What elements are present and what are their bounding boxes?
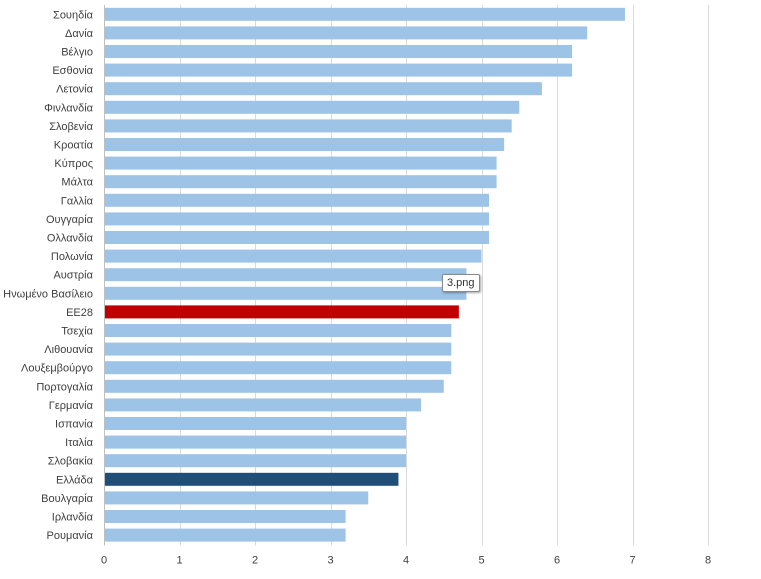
category-label: Μάλτα — [61, 177, 93, 189]
x-tick-label: 6 — [554, 554, 560, 566]
bar-23 — [105, 417, 406, 430]
category-label: Ιρλανδία — [52, 512, 94, 524]
bar-25 — [105, 454, 406, 468]
category-label: Ισπανία — [55, 419, 94, 431]
x-tick-label: 4 — [403, 554, 409, 566]
bar-6 — [105, 100, 520, 114]
bar-24 — [105, 435, 406, 449]
category-label: Κύπρος — [54, 158, 93, 170]
category-label: Βέλγιο — [61, 47, 93, 59]
bar-21 — [105, 379, 444, 393]
bar-17 — [105, 305, 459, 319]
bar-4 — [105, 63, 573, 77]
bar-12 — [105, 212, 490, 226]
bar-1 — [105, 7, 625, 21]
category-label: Βουλγαρία — [41, 493, 94, 505]
bar-5 — [105, 82, 542, 96]
category-label: Ρουμανία — [47, 530, 94, 542]
x-axis-ticks: 0 1 2 3 4 5 6 7 8 — [101, 554, 711, 566]
bar-8 — [105, 138, 505, 151]
category-label: Αυστρία — [53, 270, 93, 282]
category-label: Εσθονία — [52, 65, 93, 77]
x-tick-label: 0 — [101, 554, 107, 566]
x-tick-label: 5 — [478, 554, 484, 566]
bar-16 — [105, 286, 467, 300]
category-label: Λιθουανία — [44, 344, 93, 356]
category-label: Κροατία — [54, 140, 94, 152]
bar-11 — [105, 193, 490, 207]
bar-13 — [105, 231, 490, 244]
bar-19 — [105, 342, 452, 356]
category-label: Ελλάδα — [56, 474, 94, 486]
category-label: Φινλανδία — [44, 102, 93, 114]
bar-22 — [105, 398, 422, 412]
category-label: Ιταλία — [65, 437, 94, 449]
bar-27 — [105, 491, 369, 505]
bar-26 — [105, 472, 399, 486]
category-label: ΕΕ28 — [66, 307, 93, 319]
x-tick-label: 1 — [176, 554, 182, 566]
category-label: Πορτογαλία — [36, 381, 93, 393]
category-labels: Σουηδία Δανία Βέλγιο Εσθονία Λετονία Φινλανδί… — [3, 9, 93, 542]
category-label: Ολλανδία — [47, 233, 94, 245]
bar-20 — [105, 361, 452, 375]
category-label: Λετονία — [56, 84, 94, 96]
bars — [105, 7, 625, 542]
file-tooltip: 3.png — [442, 274, 480, 292]
bar-7 — [105, 119, 512, 133]
x-tick-label: 8 — [705, 554, 711, 566]
category-label: Σλοβακία — [48, 456, 94, 468]
category-label: Ηνωμένο Βασίλειο — [3, 288, 93, 300]
category-label: Ουγγαρία — [46, 214, 94, 226]
category-label: Σλοβενία — [49, 121, 93, 133]
category-label: Τσεχία — [61, 326, 93, 338]
bar-15 — [105, 268, 467, 282]
bar-18 — [105, 324, 452, 337]
category-label: Γαλλία — [61, 195, 94, 207]
category-label: Δανία — [65, 28, 94, 40]
x-tick-label: 7 — [629, 554, 635, 566]
bar-2 — [105, 26, 588, 40]
x-tick-label: 2 — [252, 554, 258, 566]
category-label: Σουηδία — [53, 9, 94, 21]
bar-29 — [105, 528, 346, 542]
bar-10 — [105, 175, 497, 189]
bar-3 — [105, 45, 573, 58]
bar-14 — [105, 249, 482, 263]
category-label: Λουξεμβούργο — [21, 363, 93, 375]
category-label: Γερμανία — [49, 400, 94, 412]
x-tick-label: 3 — [327, 554, 333, 566]
category-label: Πολωνία — [51, 251, 94, 263]
bar-28 — [105, 510, 346, 523]
bar-9 — [105, 156, 497, 170]
